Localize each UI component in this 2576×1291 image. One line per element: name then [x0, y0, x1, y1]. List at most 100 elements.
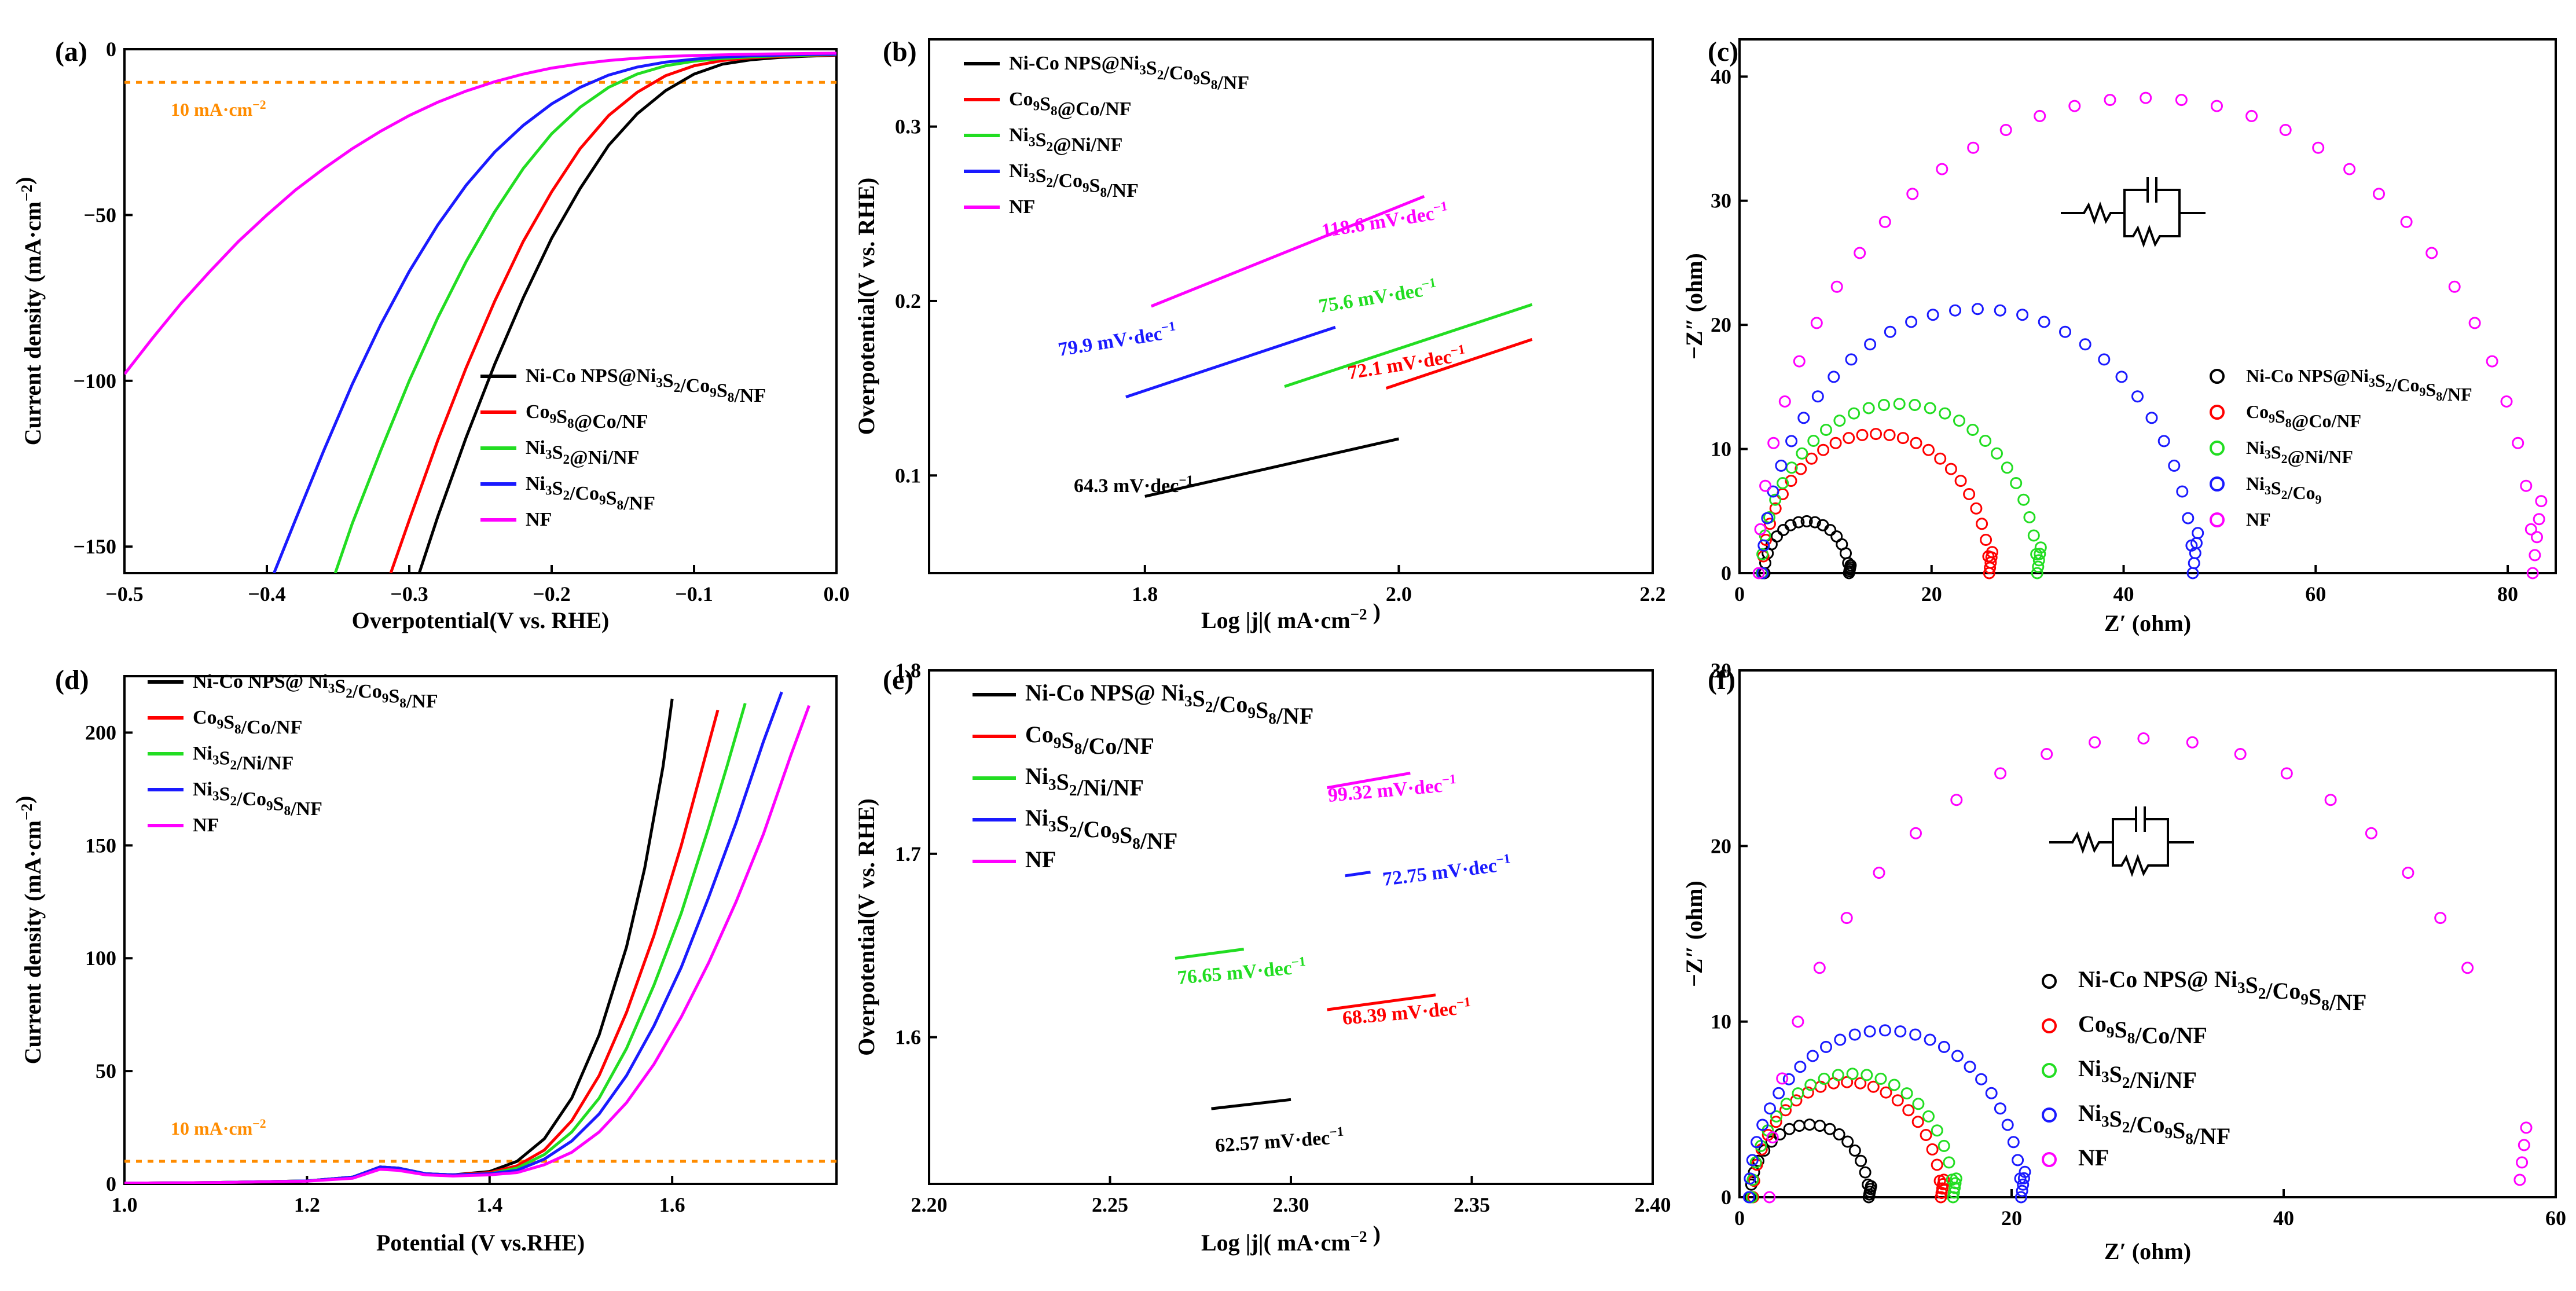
- panel-f-series-4-point: [2186, 736, 2199, 749]
- panel-e-series-0-tafel-label: 62.57 mV·dec−1: [1214, 1124, 1345, 1157]
- panel-c-series-4-point: [1810, 317, 1823, 329]
- panel-d-legend-item-3-label: Ni3S2/Co9S8/NF: [193, 779, 322, 820]
- panel-e-xtick-label: 2.30: [1273, 1193, 1309, 1216]
- panel-c-series-3-point: [2188, 557, 2200, 570]
- panel-c-series-1-point: [1870, 428, 1883, 441]
- panel-b-legend-item-2-label: Ni3S2@Ni/NF: [1009, 124, 1122, 156]
- panel-f-series-4-point: [2513, 1173, 2526, 1186]
- panel-a-legend-item-4-label: NF: [526, 509, 552, 530]
- panel-c-series-4-point: [1767, 437, 1780, 449]
- panel-f-series-2-point: [1770, 1110, 1783, 1123]
- panel-f-series-0-point: [1855, 1154, 1867, 1167]
- panel-c-series-4-point: [2425, 247, 2438, 259]
- panel-c-series-3-point: [2182, 512, 2195, 525]
- panel-d-xtick-label: 1.2: [294, 1193, 320, 1216]
- panel-c-series-3-point: [1949, 304, 1961, 317]
- panel-c-series-0-point: [1840, 547, 1852, 560]
- panel-d-legend-item-4-label: NF: [193, 815, 219, 836]
- panel-b-series-1-line: [1385, 338, 1533, 390]
- panel-c-series-1-point: [1970, 502, 1983, 515]
- panel-c-series-3-point: [1845, 353, 1858, 366]
- panel-f-series-2-point: [1912, 1098, 1925, 1110]
- panel-c-series-3-point: [1971, 303, 1984, 316]
- panel-c-series-2-point: [2023, 511, 2036, 523]
- panel-f-series-4-point: [2402, 867, 2414, 879]
- panel-d-ytick-label: 200: [85, 721, 116, 744]
- panel-f-series-0-point: [1823, 1123, 1836, 1135]
- panel-f-series-4-point: [1910, 827, 1922, 839]
- panel-f-ytick-label: 20: [1711, 834, 1731, 857]
- panel-e-ytick-label: 1.7: [895, 842, 921, 865]
- panel-c-xtick-label: 40: [2113, 582, 2134, 606]
- panel-c-series-1-point: [1944, 463, 1957, 475]
- panel-c-series-3-point: [2131, 390, 2144, 403]
- panel-d-ytick-label: 50: [96, 1059, 116, 1083]
- panel-c-series-4-point: [2343, 163, 2356, 175]
- panel-f-series-1-point: [1937, 1173, 1950, 1186]
- panel-f-series-3-point: [2012, 1154, 2024, 1167]
- panel-a-ytick-label: −50: [83, 203, 116, 226]
- panel-a-ylabel: Current density (mA·cm−2): [11, 177, 46, 446]
- panel-c-circuit-path: [2061, 189, 2206, 248]
- panel-c-series-3-point: [1828, 371, 1840, 383]
- panel-f-series-4-point: [1763, 1191, 1776, 1204]
- panel-c-legend-item-2-label: Ni3S2@Ni/NF: [2246, 437, 2353, 467]
- panel-c-series-2-point: [2031, 567, 2043, 580]
- panel-e-series-3-line: [1345, 871, 1371, 878]
- panel-c-series-2-point: [1939, 407, 1951, 420]
- panel-c-panel-label: (c): [1708, 36, 1738, 67]
- panel-c-series-3-point: [1785, 435, 1798, 448]
- panel-f-series-1-point: [1779, 1104, 1792, 1117]
- panel-f-series-1-point: [1880, 1086, 1892, 1099]
- panel-a-plot-frame: [123, 48, 838, 574]
- panel-f-series-3-point: [2001, 1118, 2014, 1131]
- panel-f-series-4-point: [1813, 962, 1826, 974]
- panel-c-series-4-point: [2500, 395, 2513, 408]
- panel-e-xtick-label: 2.35: [1454, 1193, 1490, 1216]
- panel-c-series-1-point: [1785, 475, 1797, 487]
- panel-c-series-4-point: [1936, 163, 1948, 175]
- panel-e-ytick-label: 1.6: [895, 1026, 921, 1049]
- panel-d-ylabel: Current density (mA·cm−2): [11, 796, 46, 1065]
- panel-f-series-3-point: [1951, 1050, 1964, 1062]
- panel-f-series-3-point: [1834, 1033, 1847, 1046]
- panel-c-series-3-point: [2157, 435, 2170, 448]
- panel-b-legend-item-3-label: Ni3S2/Co9S8/NF: [1009, 160, 1139, 201]
- panel-c-series-3-point: [1775, 459, 1788, 472]
- panel-f-series-2-point: [1888, 1079, 1900, 1091]
- panel-f-series-1-point: [1936, 1182, 1948, 1195]
- panel-e-xtick-label: 2.40: [1635, 1193, 1671, 1216]
- panel-f-series-4-point: [1950, 794, 1963, 806]
- panel-c-series-2-point: [2032, 560, 2045, 573]
- panel-c-legend-item-1-marker: [2210, 405, 2225, 420]
- panel-f-series-3-point: [1924, 1033, 1936, 1046]
- panel-c-series-1-point: [1986, 546, 1998, 559]
- panel-e-series-2-tafel-label: 76.65 mV·dec−1: [1176, 954, 1307, 989]
- panel-c-series-2-point: [1979, 435, 1992, 447]
- panel-c-series-1-point: [1980, 534, 1992, 546]
- panel-b-series-1-tafel-label: 72.1 mV·dec−1: [1346, 342, 1467, 384]
- panel-d-xtick-label: 1.0: [112, 1193, 138, 1216]
- panel-f-series-4-point: [2280, 767, 2293, 780]
- panel-b-legend-item-4-label: NF: [1009, 196, 1035, 218]
- panel-f-series-3-point: [1746, 1154, 1759, 1167]
- panel-c-circuit-icon: [2061, 177, 2206, 248]
- panel-b-series-0-line: [1144, 437, 1399, 498]
- panel-e-series-3-tafel-label: 72.75 mV·dec−1: [1381, 851, 1512, 890]
- panel-f-series-3-point: [2019, 1165, 2031, 1178]
- panel-c-series-4-point: [2531, 531, 2543, 544]
- panel-c-series-4-point: [2529, 549, 2541, 562]
- panel-b-xtick-label: 2.2: [1640, 582, 1666, 606]
- panel-c-series-1-point: [1954, 475, 1967, 487]
- panel-c-series-4-point: [1906, 188, 1919, 200]
- panel-c-legend-item-3-label: Ni3S2/Co9: [2246, 473, 2322, 507]
- panel-f-series-2-point: [1832, 1069, 1844, 1081]
- panel-f-series-3-point: [1964, 1061, 1976, 1073]
- panel-a-series-3-line: [272, 53, 836, 573]
- panel-f-series-2-point: [1950, 1172, 1962, 1185]
- panel-f-series-4-point: [2137, 732, 2150, 744]
- panel-f-series-3-point: [1773, 1087, 1785, 1099]
- panel-f-series-3-point: [1764, 1102, 1776, 1115]
- panel-c-series-3-point: [2168, 459, 2181, 472]
- panel-d-legend-item-1-label: Co9S8/Co/NF: [193, 707, 302, 738]
